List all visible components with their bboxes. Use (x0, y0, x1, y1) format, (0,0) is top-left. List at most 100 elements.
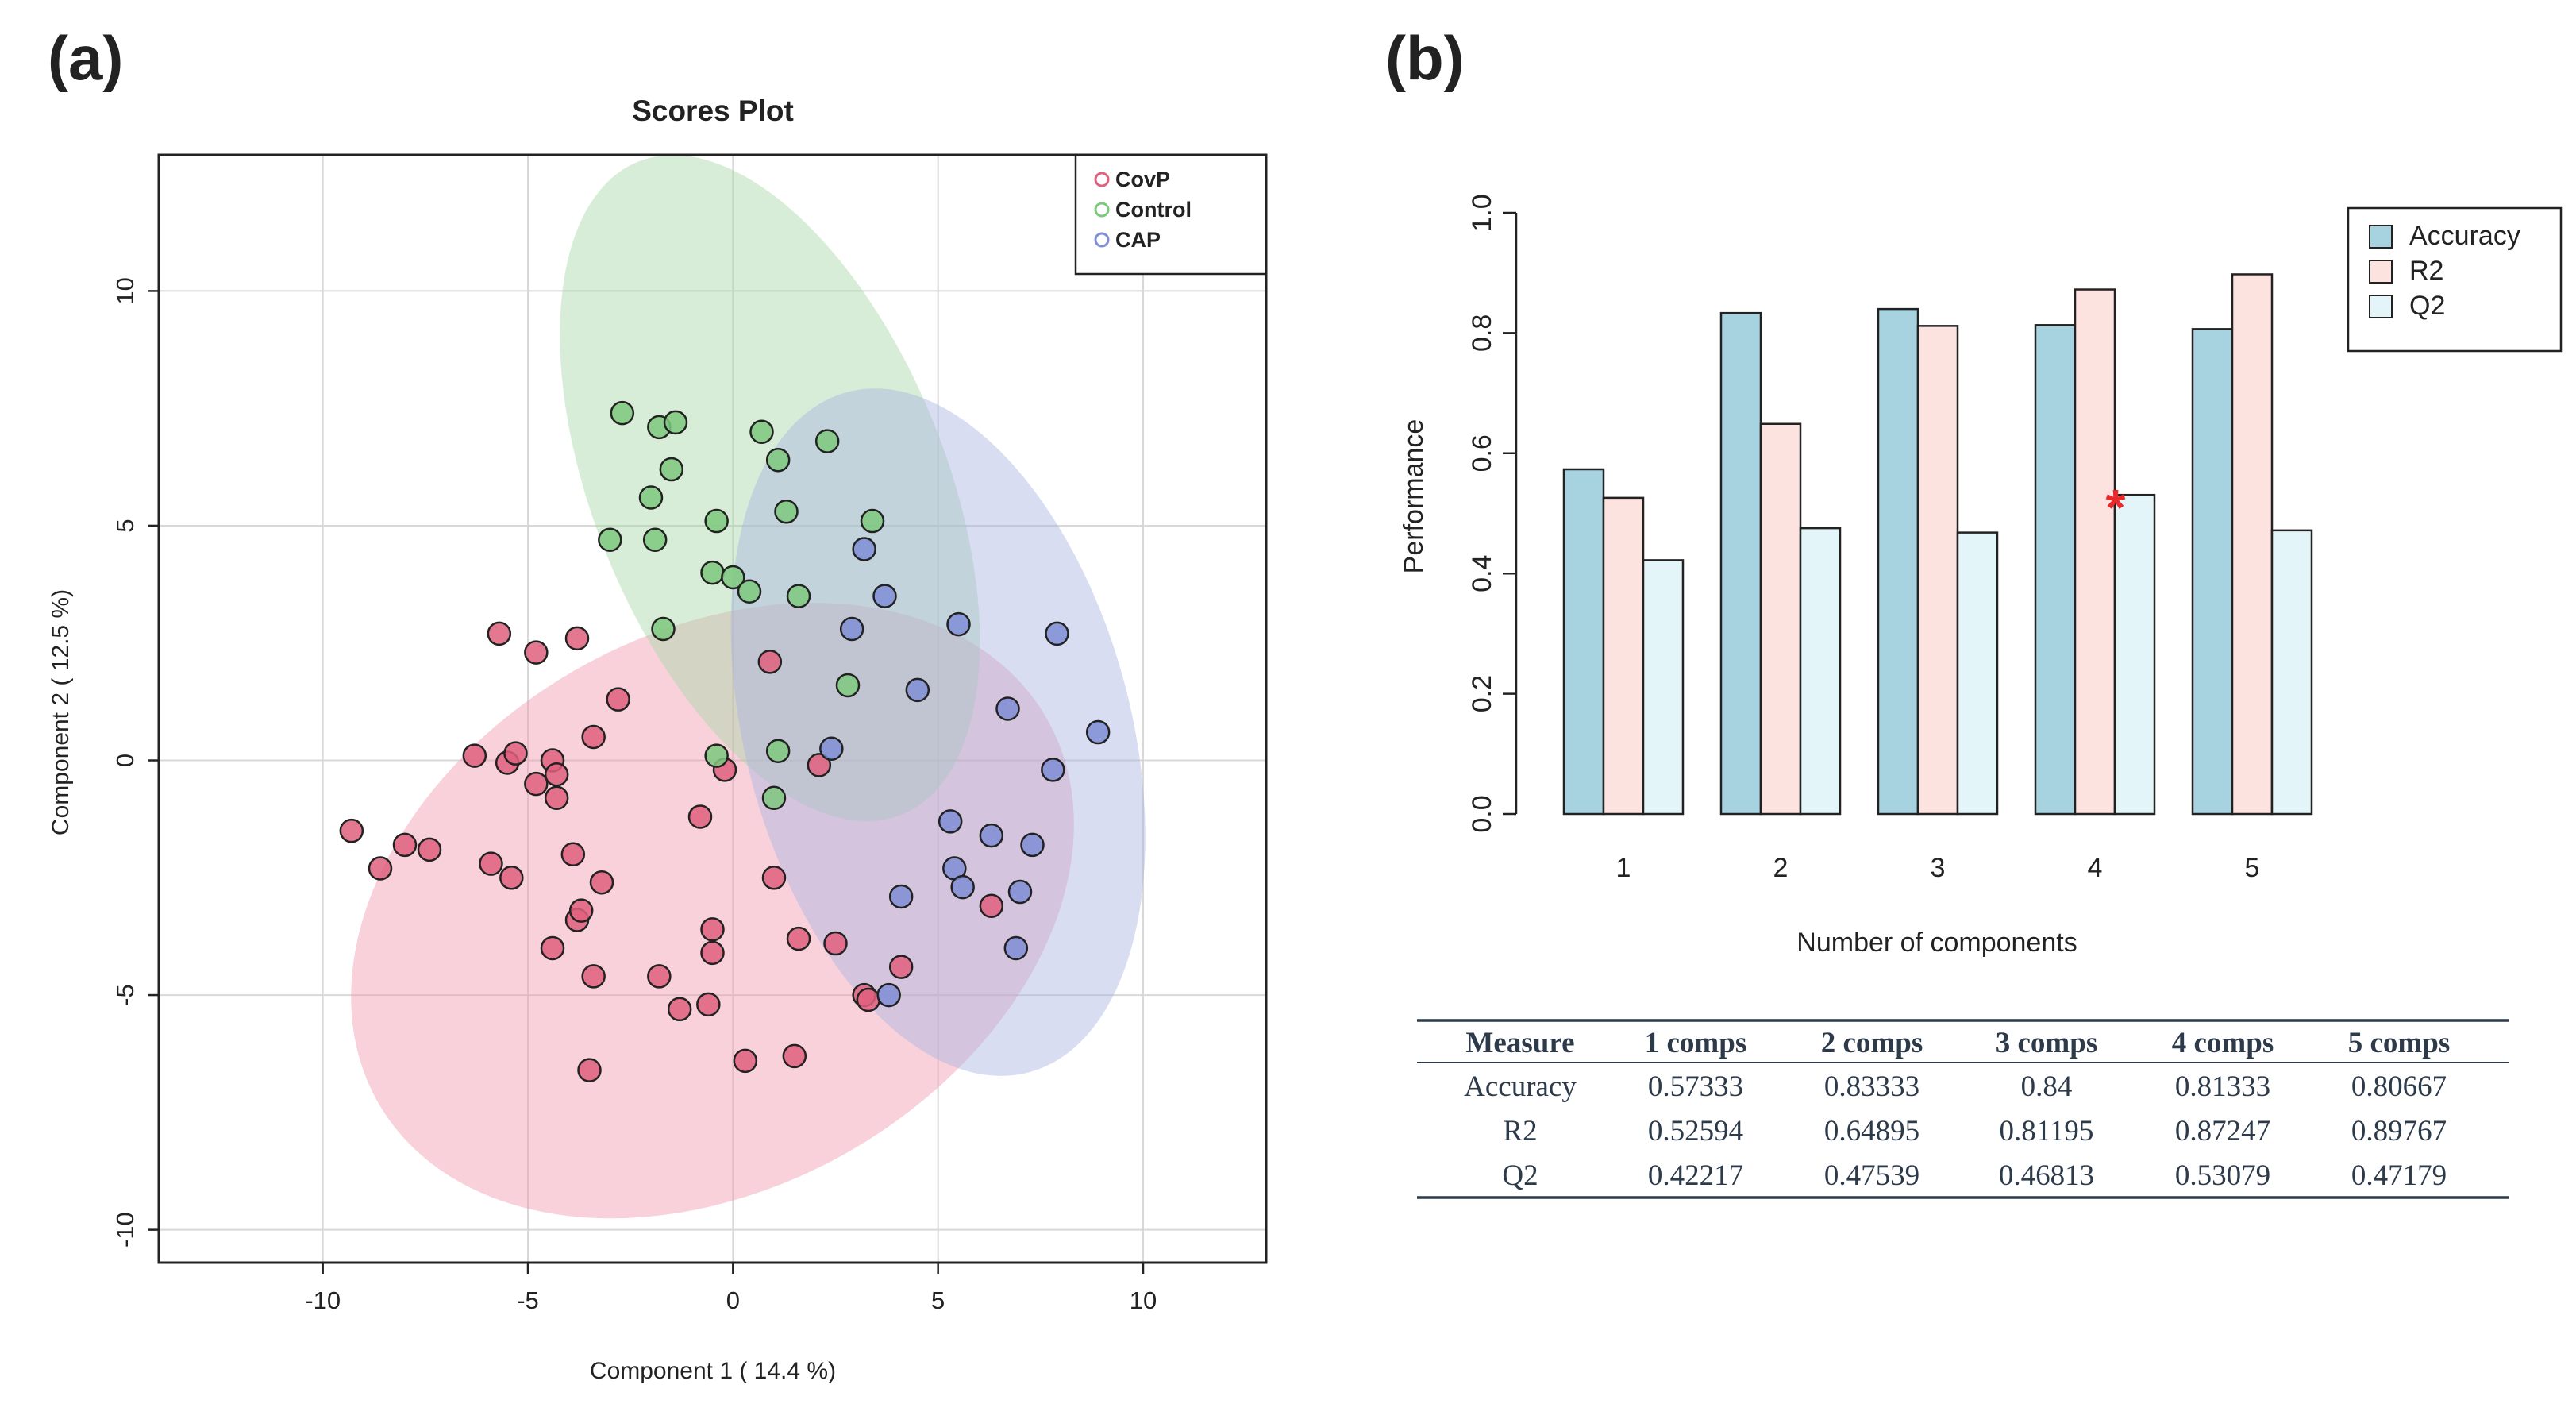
scatter-x-tick-label: -5 (517, 1286, 539, 1314)
point-covp-21 (581, 964, 606, 989)
scatter-y-label: Component 2 ( 12.5 %) (48, 589, 74, 835)
table-header-cell: 5 comps (2348, 1027, 2450, 1059)
bar-x-tick-label: 5 (2245, 853, 2260, 883)
point-covp-29 (700, 917, 725, 942)
legend-label-cap: CAP (1115, 228, 1161, 252)
performance-bar-chart: 0.0 0.2 0.4 0.6 0.8 1.0 1 2 3 4 5 Number of compon… (1399, 194, 2563, 958)
table-cell: 0.83333 (1824, 1070, 1919, 1103)
point-control-4 (638, 485, 664, 510)
scatter-y-tick-label: 10 (111, 277, 139, 304)
point-control-6 (598, 527, 622, 552)
legend-marker-control (1094, 202, 1110, 218)
table-header-cell: 2 comps (1821, 1027, 1923, 1059)
bar-y-tick-label: 0.2 (1467, 675, 1497, 712)
table-cell: 0.64895 (1824, 1115, 1919, 1148)
point-covp-30 (700, 940, 725, 966)
point-cap-14 (950, 874, 975, 900)
point-covp-0 (339, 818, 364, 843)
point-cap-6 (995, 696, 1020, 721)
point-covp-1 (368, 856, 393, 881)
bar-accuracy-2 (1719, 311, 1762, 816)
panel-a-label: (a) (48, 23, 123, 93)
bar-x-tick-label: 4 (2088, 853, 2103, 883)
bar-axes: 0.0 0.2 0.4 0.6 0.8 1.0 1 2 3 4 5 (1467, 194, 2259, 883)
point-covp-35 (782, 1043, 807, 1069)
bar-accuracy-3 (1877, 307, 1919, 816)
bar-accuracy-5 (2191, 328, 2234, 816)
bar-y-tick-label: 0.0 (1467, 795, 1497, 832)
point-cap-8 (819, 736, 844, 761)
point-covp-16 (560, 842, 586, 866)
legend-label-control: Control (1115, 198, 1192, 222)
point-control-14 (774, 499, 799, 524)
point-covp-2 (392, 832, 418, 858)
table-header-cell: 3 comps (1996, 1027, 2097, 1059)
point-cap-15 (888, 884, 914, 909)
point-covp-23 (606, 687, 630, 712)
bar-legend: Accuracy R2 Q2 (2347, 206, 2563, 353)
point-cap-0 (852, 537, 876, 561)
bar-legend-swatch-r2 (2369, 260, 2393, 284)
point-covp-28 (696, 992, 721, 1017)
point-covp-9 (499, 866, 524, 890)
table-cell: 0.42217 (1648, 1159, 1743, 1192)
bar-x-tick-label: 2 (1773, 853, 1789, 883)
bar-q2-4 (2113, 493, 2156, 816)
table-cell: 0.47179 (2351, 1159, 2447, 1192)
bar-legend-label-q2: Q2 (2409, 291, 2445, 321)
table-header-cell: 1 comps (1645, 1027, 1746, 1059)
scatter-x-tick-label: 5 (931, 1286, 945, 1314)
point-covp-19 (564, 626, 590, 651)
legend-marker-cap (1094, 232, 1110, 248)
point-cap-12 (1020, 832, 1045, 858)
bar-q2-3 (1956, 531, 1999, 816)
table-cell: 0.57333 (1648, 1070, 1743, 1103)
point-control-7 (651, 616, 676, 642)
point-cap-16 (1007, 879, 1033, 904)
point-covp-37 (807, 753, 832, 777)
point-covp-3 (417, 837, 442, 862)
bar-r2-5 (2231, 273, 2274, 816)
table-cell: 0.81195 (2000, 1115, 2094, 1148)
table-header-cell: 4 comps (2172, 1027, 2274, 1059)
point-covp-11 (524, 771, 549, 796)
point-control-17 (860, 508, 885, 534)
point-control-9 (704, 508, 729, 534)
table-row-label: Q2 (1502, 1159, 1538, 1192)
point-control-10 (721, 565, 745, 590)
point-covp-22 (589, 870, 614, 895)
bar-accuracy-1 (1562, 468, 1605, 816)
scatter-x-label: Component 1 ( 14.4 %) (590, 1358, 836, 1384)
scatter-points (339, 400, 1111, 1082)
point-covp-38 (823, 931, 848, 956)
scatter-y-tick-label: -10 (111, 1212, 139, 1248)
bar-x-label: Number of components (1796, 928, 2077, 958)
table-cell: 0.89767 (2351, 1115, 2447, 1148)
legend-label-covp: CovP (1115, 168, 1170, 191)
scatter-y-tick-label: -5 (111, 984, 139, 1006)
best-model-star-annotation: * (2106, 479, 2126, 536)
bar-legend-swatch-q2 (2369, 295, 2393, 318)
bar-x-tick-label: 1 (1616, 853, 1631, 883)
bar-q2-5 (2270, 529, 2313, 816)
point-cap-10 (938, 809, 963, 834)
point-covp-41 (888, 955, 914, 979)
bar-q2-2 (1799, 526, 1842, 816)
scatter-frame (157, 153, 1268, 1264)
point-cap-11 (979, 823, 1004, 848)
point-control-15 (786, 584, 811, 608)
scatter-y-tick-label: 5 (111, 519, 139, 532)
table-row-label: R2 (1503, 1115, 1537, 1148)
table-cell: 0.84 (2021, 1070, 2073, 1103)
legend-marker-covp (1094, 172, 1110, 187)
point-covp-42 (979, 893, 1004, 919)
bar-y-tick-label: 0.4 (1467, 555, 1497, 592)
bar-marks (1562, 273, 2313, 816)
ellipse-cap (730, 388, 1146, 1076)
table-cell: 0.46813 (1999, 1159, 2094, 1192)
point-covp-34 (761, 866, 787, 890)
point-covp-15 (540, 935, 565, 961)
bar-y-tick-label: 1.0 (1467, 194, 1497, 231)
bar-accuracy-4 (2034, 324, 2077, 816)
